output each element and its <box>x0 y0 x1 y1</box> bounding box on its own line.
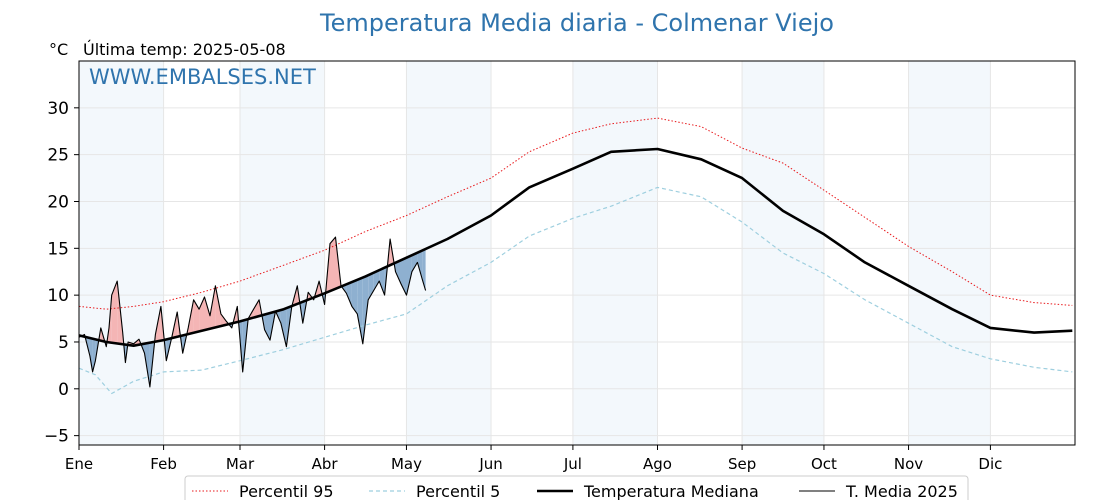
month-band <box>572 61 658 445</box>
anomaly-fill-cold <box>422 248 426 291</box>
y-tick-label: 0 <box>58 380 69 400</box>
anomaly-fill-warm <box>193 299 200 333</box>
anomaly-fill-warm <box>199 297 205 332</box>
month-band <box>742 61 824 445</box>
anomaly-fill-cold <box>346 282 352 307</box>
y-tick-label: −5 <box>44 427 69 447</box>
month-bands <box>79 61 991 445</box>
anomaly-fill-warm <box>111 281 118 344</box>
series-line-1 <box>78 186 1073 395</box>
y-axis-ticks: −5 0 5 10 15 20 25 30 <box>44 99 79 447</box>
legend-label-1: Percentil 5 <box>416 482 500 500</box>
y-tick-label: 10 <box>47 286 69 306</box>
month-band <box>79 61 164 445</box>
grid-lines <box>78 61 1075 445</box>
anomaly-fill-warm <box>215 285 221 328</box>
anomaly-fill-cold <box>417 250 423 282</box>
anomaly-fill-cold <box>362 275 369 344</box>
x-tick-label-ago: Ago <box>643 455 672 473</box>
y-tick-label: 5 <box>58 333 69 353</box>
anomaly-fill-warm <box>220 313 227 327</box>
anomaly-fill-warm <box>330 237 336 291</box>
y-tick-label: 30 <box>47 99 69 119</box>
month-band <box>908 61 991 445</box>
legend-label-0: Percentil 95 <box>239 482 334 500</box>
anomaly-fill-cold <box>406 255 412 296</box>
x-tick-label-ene: Ene <box>65 455 93 473</box>
anomaly-fill-cold <box>264 313 270 341</box>
legend-label-2: Temperatura Mediana <box>583 482 759 500</box>
x-tick-label-sep: Sep <box>728 455 756 473</box>
anomaly-fill-warm <box>253 299 260 318</box>
plot-frame <box>78 60 1076 446</box>
legend: Percentil 95 Percentil 5 Temperatura Media… <box>184 475 969 500</box>
x-tick-label-abr: Abr <box>312 455 339 473</box>
legend-box <box>184 475 969 500</box>
anomaly-fill-cold <box>357 277 363 344</box>
unit-label: °C <box>49 40 68 59</box>
x-tick-label-mar: Mar <box>226 455 255 473</box>
anomaly-fill-warm <box>210 285 216 329</box>
anomaly-fill-cold <box>368 272 374 300</box>
series-line-2 <box>78 147 1073 347</box>
anomaly-fill-cold <box>411 252 418 272</box>
anomaly-fill-cold <box>373 270 380 291</box>
anomaly-fill-cold <box>280 308 287 347</box>
x-tick-label-jul: Jul <box>563 455 582 473</box>
anomaly-fill-cold <box>379 267 385 296</box>
anomaly-fill-cold <box>92 338 96 372</box>
x-tick-label-nov: Nov <box>894 455 923 473</box>
y-tick-label: 15 <box>47 239 69 259</box>
anomaly-fill-warm <box>204 297 210 331</box>
anomaly-fill-cold <box>89 338 93 372</box>
x-tick-label-may: May <box>391 455 422 473</box>
last-temp-label: Última temp: 2025-05-08 <box>83 40 286 59</box>
watermark: WWW.EMBALSES.NET <box>89 65 316 89</box>
series-lines <box>78 117 1073 395</box>
anomaly-fill-cold <box>395 260 401 284</box>
y-tick-label: 20 <box>47 192 69 212</box>
series-line-3 <box>78 236 427 388</box>
x-tick-label-jun: Jun <box>478 455 502 473</box>
anomaly-fill-cold <box>351 279 358 314</box>
x-axis-ticks: Ene Feb Mar Abr May Jun Jul Ago Sep Oct Nov Dic <box>65 445 1002 473</box>
x-tick-label-feb: Feb <box>150 455 177 473</box>
month-band <box>239 61 325 445</box>
x-tick-label-oct: Oct <box>811 455 837 473</box>
chart-title: Temperatura Media diaria - Colmenar Viej… <box>319 9 834 37</box>
x-tick-label-dic: Dic <box>978 455 1002 473</box>
y-tick-label: 25 <box>47 146 69 166</box>
legend-label-3: T. Media 2025 <box>845 482 958 500</box>
